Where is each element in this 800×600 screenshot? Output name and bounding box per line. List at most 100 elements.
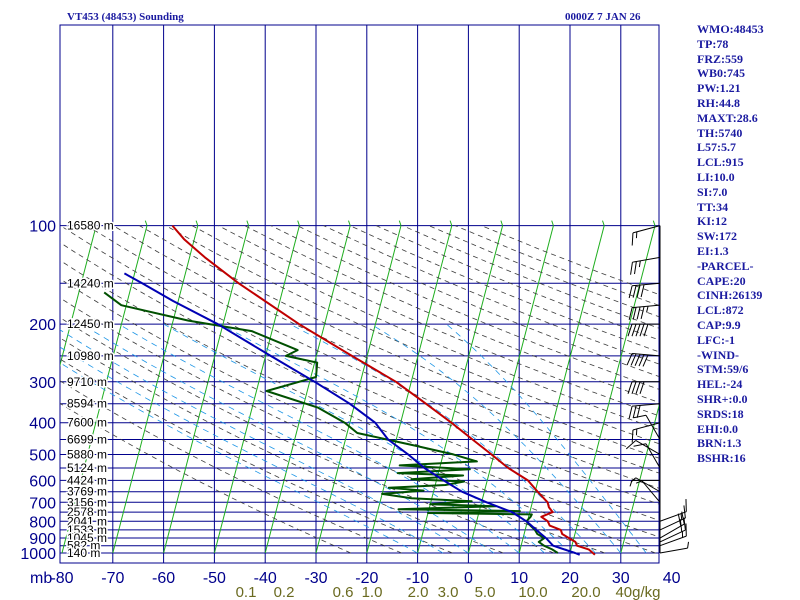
series-temperature-line: [171, 224, 596, 556]
sounding-indices: WMO:48453 TP:78 FRZ:559 WB0:745 PW:1.21 RH:44…: [697, 22, 800, 466]
index-item: CINH:26139: [697, 288, 763, 303]
height-label: 5124 m: [67, 461, 107, 475]
wind-barb-flag: [639, 323, 645, 337]
dry-adiabat: [60, 402, 351, 554]
height-label: 5880 m: [67, 447, 107, 461]
wind-barb-flag: [626, 353, 633, 366]
isotherm-line: [569, 225, 656, 554]
wind-barb-flag: [640, 306, 645, 319]
wind-barb-staff: [635, 477, 661, 493]
wind-barb-staff: [659, 517, 686, 531]
wind-barb-flag: [635, 323, 641, 337]
isotherm-line: [315, 225, 402, 554]
index-item: SHR+:0.0: [697, 391, 748, 406]
profile-lines: [103, 224, 596, 556]
wind-barb-flag: [636, 284, 641, 298]
index-item: KI:12: [697, 214, 727, 229]
wind-barb-flag: [633, 443, 647, 447]
wind-barb-flag: [625, 440, 637, 450]
temperature-tick-label: 0: [464, 570, 473, 587]
height-label: 1045 m: [67, 531, 107, 545]
height-label: 6699 m: [67, 432, 107, 446]
wind-barb-staff: [659, 529, 686, 543]
height-label: 4424 m: [67, 473, 107, 487]
pressure-unit-label: mb: [30, 570, 52, 587]
chart-title: VT453 (48453) Sounding: [67, 11, 184, 23]
wind-barb-half: [646, 306, 649, 313]
moist-adiabat: [60, 346, 444, 554]
temperature-tick-label: -60: [152, 570, 175, 587]
index-item: BSHR:16: [697, 451, 746, 466]
wind-barb-flag: [635, 381, 641, 394]
temperature-tick-label: -40: [254, 570, 277, 587]
index-item: TT:34: [697, 199, 729, 214]
moist-adiabat: [60, 329, 469, 554]
height-label: 14240 m: [67, 276, 114, 290]
moist-adiabat: [289, 323, 596, 554]
temperature-tick-label: 20: [561, 570, 579, 587]
index-item: L57:5.7: [697, 140, 736, 155]
index-item: MAXT:28.6: [697, 110, 758, 125]
temperature-tick-label: 40: [663, 570, 681, 587]
dry-adiabat: [60, 297, 605, 554]
dry-adiabat: [139, 225, 659, 459]
isotherm-line: [112, 225, 199, 554]
index-item: SRDS:18: [697, 406, 744, 421]
wind-barb-flag: [628, 406, 633, 419]
isotherm-line: [467, 225, 554, 554]
wind-barb-flag: [640, 284, 645, 298]
wind-barb-staff: [632, 225, 661, 234]
moist-adiabat: [81, 323, 495, 554]
wind-barb-flag: [683, 517, 686, 531]
wind-barb-flag: [636, 405, 641, 418]
dry-adiabat: [60, 225, 659, 505]
index-item: EI:1.3: [697, 243, 729, 258]
moist-adiabat-lines: [60, 323, 647, 554]
wind-barb-flag: [633, 414, 647, 419]
wind-barb-flag: [634, 353, 641, 366]
index-item: STM:59/6: [697, 362, 749, 377]
temperature-tick-label: 10: [510, 570, 528, 587]
index-item: CAP:9.9: [697, 317, 741, 332]
height-label: 2041 m: [67, 514, 107, 528]
moist-adiabat: [118, 323, 520, 554]
height-label: 7600 m: [67, 416, 107, 430]
wind-barb-half: [680, 513, 683, 520]
index-item: -PARCEL-: [697, 258, 754, 273]
temperature-tick-label: -80: [50, 570, 73, 587]
isotherm-line: [60, 225, 97, 368]
wind-barb-flag: [642, 354, 649, 367]
dry-adiabat: [60, 380, 402, 554]
isotherm-line: [620, 403, 659, 554]
moist-adiabat: [370, 323, 622, 554]
temperature-tick-label: 30: [612, 570, 630, 587]
height-label: 1533 m: [67, 523, 107, 537]
dry-adiabat: [165, 225, 659, 445]
pressure-tick-label: 800: [29, 514, 56, 531]
mixing-ratio-label: 0.1: [236, 584, 257, 600]
index-item: LFC:-1: [697, 332, 735, 347]
mixing-ratio-labels: 0.1 0.2 0.6 1.0 2.0 3.0 5.0 10.0 20.0 40g/kg: [236, 584, 661, 600]
temperature-tick-label: -10: [406, 570, 429, 587]
wind-barb-flag: [631, 232, 634, 246]
index-item: BRN:1.3: [697, 436, 742, 451]
wind-barb-flag: [630, 262, 633, 275]
wind-barb-flag: [636, 306, 641, 320]
wind-barb-flag: [639, 381, 645, 394]
dry-adiabat: [60, 242, 659, 521]
wind-barb-flag: [627, 381, 633, 394]
index-item: LCL:872: [697, 303, 744, 318]
pressure-tick-label: 300: [29, 375, 56, 392]
dry-adiabat: [60, 278, 656, 554]
wind-barb-staff: [659, 523, 685, 539]
mixing-ratio-label: 0.6: [333, 584, 354, 600]
index-item: EHI:0.0: [697, 421, 739, 436]
wind-barb-flag: [628, 307, 633, 321]
pressure-tick-label: 500: [29, 447, 56, 464]
isotherm-line-ext: [398, 220, 402, 226]
wind-barb-flag: [683, 505, 686, 519]
moist-adiabat: [163, 323, 545, 554]
dry-adiabat: [244, 225, 659, 403]
isotherm-line: [264, 225, 351, 554]
